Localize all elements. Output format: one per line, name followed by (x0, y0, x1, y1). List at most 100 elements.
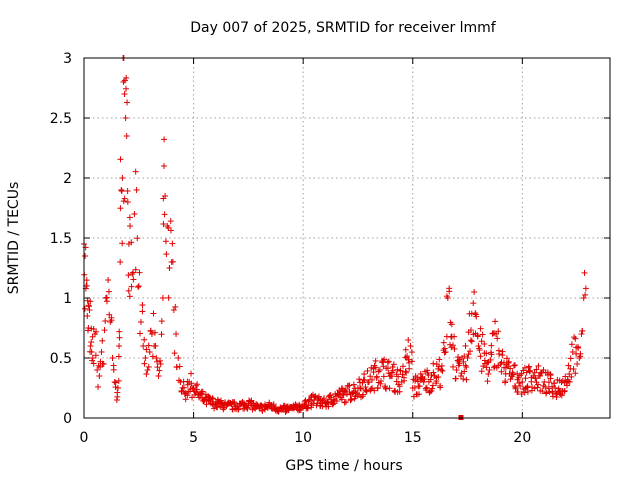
data-point (476, 347, 483, 354)
data-point (442, 349, 449, 355)
data-point (110, 366, 117, 373)
data-point (534, 384, 541, 391)
data-point (519, 379, 526, 385)
data-point (510, 371, 517, 378)
data-point (380, 357, 387, 364)
data-point (347, 397, 354, 404)
data-point (348, 396, 355, 403)
data-point (492, 318, 499, 325)
data-point (440, 339, 447, 346)
data-point (518, 391, 525, 398)
data-point (176, 363, 183, 370)
data-point (144, 367, 151, 373)
data-point (451, 333, 458, 340)
data-point (123, 133, 130, 139)
data-point (386, 385, 393, 392)
data-point (321, 395, 328, 402)
data-point (450, 363, 457, 370)
data-point (395, 373, 402, 380)
data-point (135, 283, 142, 289)
data-point (214, 404, 221, 411)
data-point (178, 387, 185, 394)
data-point (523, 384, 530, 391)
data-point (572, 370, 579, 377)
data-point (488, 351, 495, 358)
data-point (115, 377, 122, 384)
data-point (478, 368, 485, 375)
data-point (433, 378, 440, 385)
data-point (367, 373, 374, 380)
data-point (404, 353, 411, 360)
data-point (531, 385, 538, 392)
data-point (578, 331, 585, 337)
data-point (209, 395, 216, 402)
data-point (408, 358, 415, 365)
data-point (117, 156, 124, 163)
data-point (117, 205, 124, 212)
data-point (157, 357, 164, 364)
data-point (503, 355, 510, 362)
data-point (499, 348, 506, 355)
data-point (101, 327, 108, 334)
data-point (524, 388, 531, 395)
data-point (449, 342, 456, 349)
data-point (470, 300, 477, 307)
data-point (158, 331, 165, 338)
data-point (89, 355, 96, 361)
data-point (97, 363, 104, 370)
data-point (184, 381, 191, 388)
data-point (365, 379, 372, 385)
data-point (156, 367, 163, 374)
data-point (485, 370, 492, 377)
data-point (158, 318, 165, 325)
data-point (146, 349, 153, 355)
data-point (161, 211, 168, 218)
data-point (557, 391, 564, 398)
data-point (551, 380, 558, 387)
data-point (370, 369, 377, 376)
data-point (423, 384, 430, 391)
data-point (132, 266, 139, 273)
data-point (439, 367, 446, 374)
data-point (380, 373, 387, 380)
y-tick-label: 2.5 (50, 111, 72, 127)
data-point (136, 269, 143, 276)
data-point (565, 378, 572, 385)
data-point (143, 371, 150, 378)
data-point (124, 187, 131, 194)
data-point (81, 305, 88, 312)
data-point (399, 371, 406, 378)
data-point (463, 376, 470, 383)
data-point (160, 163, 167, 169)
data-point (438, 362, 445, 369)
data-point (126, 293, 133, 300)
data-point (172, 303, 179, 310)
y-tick-label: 0.5 (50, 351, 72, 367)
data-point (460, 376, 467, 383)
data-point (464, 355, 471, 361)
data-point (465, 351, 472, 358)
data-point (171, 350, 178, 357)
data-point (338, 396, 345, 403)
data-point (152, 342, 159, 349)
data-point (374, 385, 381, 392)
data-point (84, 297, 91, 304)
data-point (429, 385, 436, 392)
data-point (92, 352, 99, 359)
data-point (381, 356, 388, 363)
data-point (93, 328, 100, 335)
data-point (118, 188, 125, 195)
x-axis-label: GPS time / hours (285, 458, 402, 474)
data-point (545, 379, 552, 386)
data-point (173, 331, 180, 337)
data-point (154, 358, 161, 365)
data-point (154, 364, 161, 371)
data-point (350, 381, 357, 388)
data-point (562, 373, 569, 380)
data-point (120, 79, 127, 85)
data-point (396, 388, 403, 395)
data-point (453, 367, 460, 373)
data-point (126, 214, 133, 221)
data-point (524, 383, 531, 390)
data-point (533, 366, 540, 373)
